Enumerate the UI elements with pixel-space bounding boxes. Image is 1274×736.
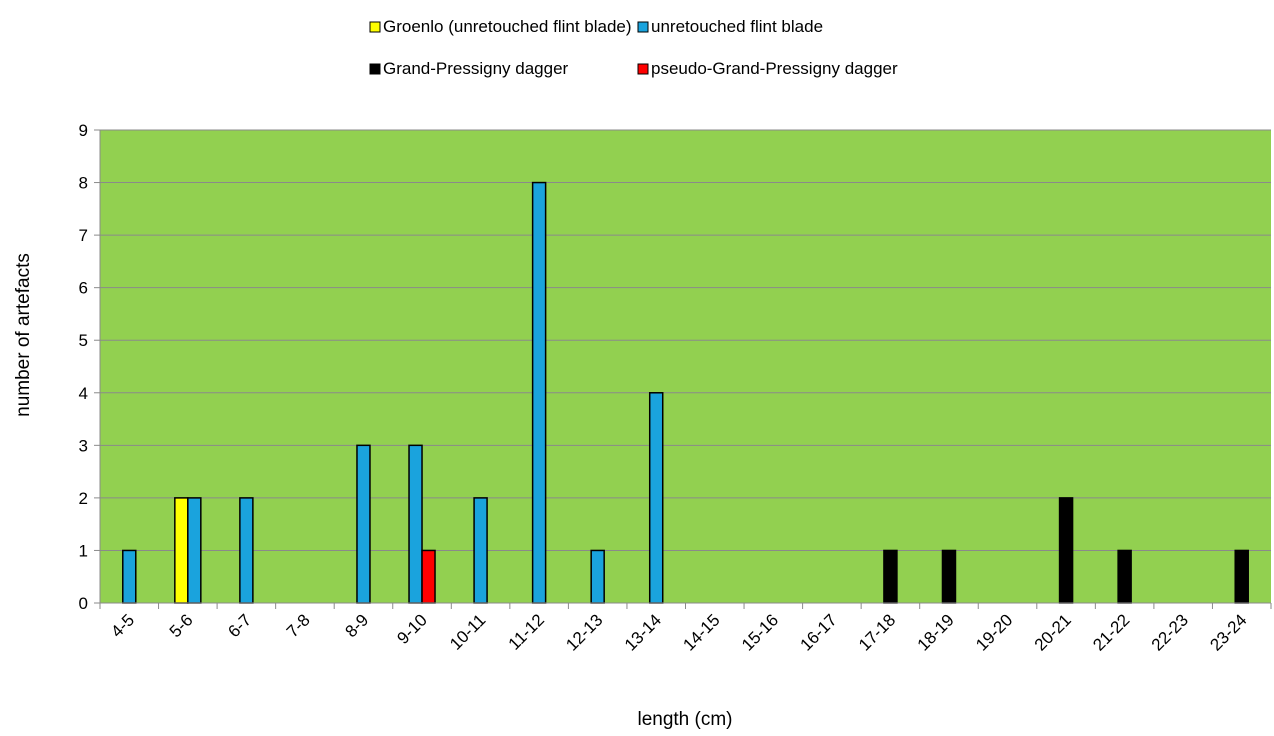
- bar-9-10-pseudo-grand-pressigny-dagger: [421, 549, 436, 604]
- bar-13-14-unretouched-flint-blade: [648, 392, 664, 604]
- x-tick-label: 8-9: [341, 610, 372, 641]
- bar-17-18-grand-pressigny-dagger: [883, 549, 898, 604]
- bar-10-11-unretouched-flint-blade: [473, 497, 488, 604]
- legend: Groenlo (unretouched flint blade) unretou…: [369, 17, 898, 78]
- y-tick-label: 3: [79, 436, 88, 455]
- x-tick-label: 20-21: [1031, 610, 1075, 654]
- y-axis-ticks: 0 1 2 3 4 5 6 7 8 9: [79, 121, 100, 613]
- x-tick-label: 23-24: [1206, 610, 1250, 654]
- y-tick-label: 6: [79, 279, 88, 298]
- bar-11-12-unretouched-flint-blade: [531, 181, 547, 604]
- legend-label: pseudo-Grand-Pressigny dagger: [651, 59, 898, 78]
- x-tick-label: 5-6: [166, 610, 197, 641]
- y-tick-label: 9: [79, 121, 88, 140]
- bar-23-24-grand-pressigny-dagger: [1234, 549, 1249, 604]
- bar-12-13-unretouched-flint-blade: [590, 549, 605, 604]
- x-tick-label: 12-13: [562, 610, 606, 654]
- y-tick-label: 7: [79, 226, 88, 245]
- gridlines: [100, 129, 1271, 551]
- bar-20-21-grand-pressigny-dagger: [1058, 497, 1074, 604]
- y-tick-label: 2: [79, 489, 88, 508]
- legend-swatch: [369, 21, 381, 33]
- x-tick-label: 18-19: [914, 610, 958, 654]
- x-tick-label: 17-18: [855, 610, 899, 654]
- x-tick-label: 9-10: [393, 610, 430, 647]
- x-tick-label: 19-20: [972, 610, 1016, 654]
- bar-18-19-grand-pressigny-dagger: [941, 549, 957, 604]
- x-tick-label: 7-8: [283, 610, 314, 641]
- plot-area: [100, 130, 1271, 603]
- y-tick-label: 8: [79, 174, 88, 193]
- legend-swatch: [369, 63, 381, 75]
- legend-swatch: [637, 21, 649, 33]
- bar-5-6-unretouched-flint-blade: [187, 497, 202, 604]
- x-axis-title: length (cm): [637, 709, 732, 730]
- bar-21-22-grand-pressigny-dagger: [1117, 549, 1132, 604]
- x-tick-label: 14-15: [679, 610, 723, 654]
- legend-label: Groenlo (unretouched flint blade): [383, 17, 632, 36]
- bar-8-9-unretouched-flint-blade: [356, 444, 371, 604]
- y-axis-title: number of artefacts: [13, 253, 34, 417]
- bars: [122, 181, 1249, 604]
- legend-label: Grand-Pressigny dagger: [383, 59, 569, 78]
- y-tick-label: 4: [79, 384, 88, 403]
- legend-swatch: [637, 63, 649, 75]
- x-tick-label: 4-5: [107, 610, 138, 641]
- x-tick-label: 22-23: [1148, 610, 1192, 654]
- x-axis-ticks: 4-5 5-6 6-7 7-8 8-9 9-10 10-11 11-12 12-13 13-14 1…: [99, 603, 1272, 655]
- y-tick-label: 5: [79, 331, 88, 350]
- bar-5-6-groenlo-unretouched-flint-blade-: [174, 497, 189, 604]
- x-tick-label: 16-17: [797, 610, 841, 654]
- x-tick-label: 10-11: [446, 610, 489, 653]
- x-tick-label: 13-14: [621, 610, 665, 654]
- y-tick-label: 1: [79, 541, 88, 560]
- x-tick-label: 6-7: [224, 610, 255, 641]
- x-tick-label: 15-16: [738, 610, 782, 654]
- legend-label: unretouched flint blade: [651, 17, 823, 36]
- y-tick-label: 0: [79, 594, 88, 613]
- x-tick-label: 11-12: [505, 610, 548, 653]
- x-tick-label: 21-22: [1089, 610, 1133, 654]
- bar-9-10-unretouched-flint-blade: [408, 444, 423, 604]
- bar-4-5-unretouched-flint-blade: [122, 549, 137, 604]
- bar-6-7-unretouched-flint-blade: [239, 497, 254, 604]
